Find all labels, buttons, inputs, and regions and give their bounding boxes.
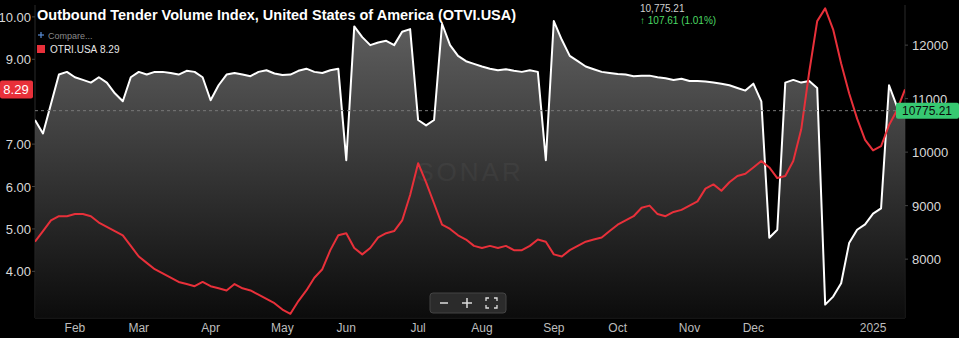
- y-tick: [32, 59, 35, 60]
- x-tick-label: Feb: [65, 321, 86, 335]
- chart: SONAR4.005.006.007.009.0010.008000900010…: [0, 0, 959, 338]
- y2-tick-label: 10000: [912, 145, 948, 160]
- y2-tick: [905, 45, 908, 46]
- y-tick-label: 6.00: [6, 180, 31, 195]
- y-tick-label: 7.00: [6, 137, 31, 152]
- header-change: ↑ 107.61 (1.01%): [640, 15, 716, 26]
- y2-tick-label: 8000: [912, 252, 941, 267]
- y2-tick: [905, 98, 908, 99]
- last-value-badge-label: 10775.21: [902, 104, 952, 118]
- y-tick: [32, 271, 35, 272]
- legend-value: 8.29: [100, 44, 120, 55]
- y-tick: [32, 16, 35, 17]
- series-area: [35, 21, 905, 318]
- x-tick-label: Jun: [337, 321, 356, 335]
- last-value-badge-label: 8.29: [3, 82, 28, 97]
- x-tick-label: Sep: [543, 321, 565, 335]
- x-tick-label: Dec: [743, 321, 764, 335]
- header-value: 10,775.21: [640, 3, 685, 14]
- x-tick-label: Nov: [679, 321, 700, 335]
- y2-tick: [905, 205, 908, 206]
- y-tick: [32, 144, 35, 145]
- y2-tick: [905, 259, 908, 260]
- legend-swatch: [37, 45, 45, 53]
- toolbar: [430, 293, 506, 313]
- y-tick: [32, 186, 35, 187]
- x-tick-label: 2025: [860, 321, 887, 335]
- y-tick-label: 4.00: [6, 264, 31, 279]
- y-tick-label: 5.00: [6, 222, 31, 237]
- y2-tick: [905, 152, 908, 153]
- series-line: [35, 8, 905, 313]
- series-line: [35, 21, 905, 305]
- x-tick-label: Mar: [128, 321, 149, 335]
- zoom-out-icon[interactable]: [440, 302, 448, 304]
- compare-label: Compare...: [48, 31, 93, 41]
- last-value-line: [35, 110, 905, 111]
- y2-tick-label: 12000: [912, 38, 948, 53]
- x-tick-label: Apr: [201, 321, 220, 335]
- plot-area: [35, 8, 905, 318]
- x-tick-label: May: [271, 321, 294, 335]
- y2-tick-label: 9000: [912, 199, 941, 214]
- toolbar-box: [430, 293, 506, 313]
- last-value-badge: [0, 80, 33, 98]
- x-tick-label: Aug: [471, 321, 492, 335]
- zoom-in-icon[interactable]: [466, 298, 468, 308]
- x-tick-label: Jul: [410, 321, 425, 335]
- y-tick-label: 9.00: [6, 52, 31, 67]
- x-tick-label: Oct: [608, 321, 627, 335]
- compare-icon: [40, 32, 41, 38]
- last-value-badge: [896, 103, 959, 119]
- legend-label: OTRI.USA: [50, 44, 98, 55]
- title: Outbound Tender Volume Index, United Sta…: [37, 7, 516, 23]
- y-tick: [32, 228, 35, 229]
- background: [0, 0, 959, 338]
- y-tick-label: 10.00: [0, 10, 31, 25]
- fullscreen-icon[interactable]: [486, 298, 497, 308]
